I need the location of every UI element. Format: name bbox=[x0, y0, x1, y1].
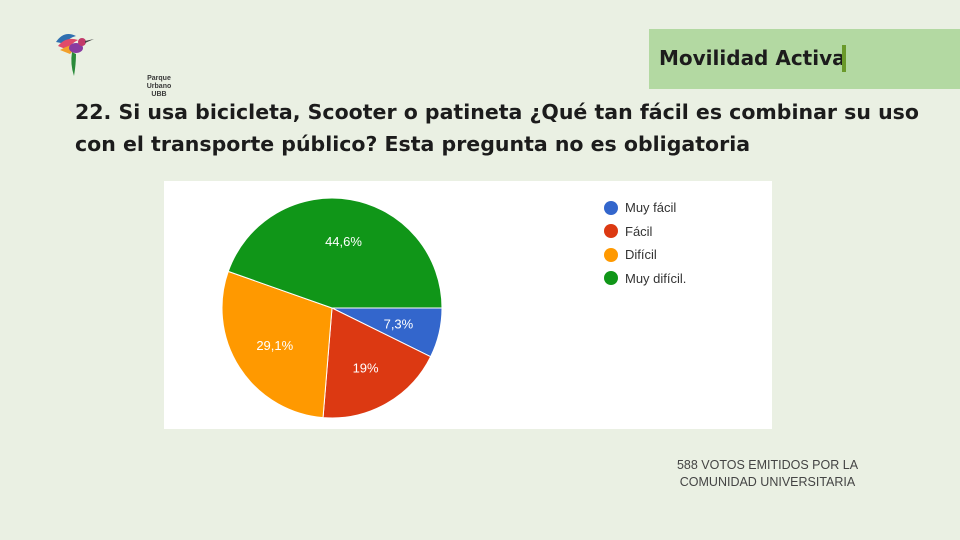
legend-label: Difícil bbox=[625, 247, 657, 263]
slice-label: 19% bbox=[353, 360, 379, 375]
pie-slice bbox=[221, 270, 333, 419]
legend-swatch bbox=[604, 271, 618, 286]
legend-item: Difícil bbox=[604, 243, 686, 267]
legend-swatch bbox=[604, 200, 618, 215]
logo-line: Urbano bbox=[146, 83, 172, 90]
votes-note: 588 VOTOS EMITIDOS POR LA COMUNIDAD UNIV… bbox=[640, 457, 895, 491]
chart-legend: Muy fácil Fácil Difícil Muy difícil. bbox=[604, 196, 686, 290]
pie-slice bbox=[322, 307, 432, 419]
votes-note-line: 588 VOTOS EMITIDOS POR LA bbox=[676, 458, 859, 472]
section-title: Movilidad Activa bbox=[659, 46, 846, 70]
legend-label: Muy difícil. bbox=[625, 270, 687, 286]
question-title: 22. Si usa bicicleta, Scooter o patineta… bbox=[75, 100, 919, 156]
hummingbird-icon bbox=[56, 34, 94, 76]
legend-item: Muy fácil bbox=[604, 196, 686, 220]
logo-line: Parque bbox=[147, 75, 171, 82]
logo: Parque Urbano UBB bbox=[52, 26, 171, 98]
slice-label: 29,1% bbox=[256, 338, 293, 353]
text-cursor bbox=[842, 45, 846, 72]
legend-swatch bbox=[604, 224, 618, 239]
pie-chart: 7,3% 19% 29,1% 44,6% bbox=[221, 197, 443, 419]
legend-label: Muy fácil bbox=[625, 200, 677, 216]
chart-card: 7,3% 19% 29,1% 44,6% Muy fácil Fácil Difícil M… bbox=[164, 181, 772, 429]
votes-note-line: COMUNIDAD UNIVERSITARIA bbox=[679, 475, 856, 489]
pie-slice bbox=[227, 197, 443, 309]
logo-text: Parque Urbano UBB bbox=[142, 75, 176, 99]
legend-item: Muy difícil. bbox=[604, 267, 686, 291]
legend-swatch bbox=[604, 247, 618, 262]
section-tag: Movilidad Activa bbox=[649, 29, 960, 89]
logo-line: UBB bbox=[151, 91, 167, 98]
legend-label: Fácil bbox=[625, 223, 653, 239]
legend-item: Fácil bbox=[604, 220, 686, 244]
slice-label: 7,3% bbox=[384, 317, 414, 332]
slice-label: 44,6% bbox=[325, 234, 362, 249]
